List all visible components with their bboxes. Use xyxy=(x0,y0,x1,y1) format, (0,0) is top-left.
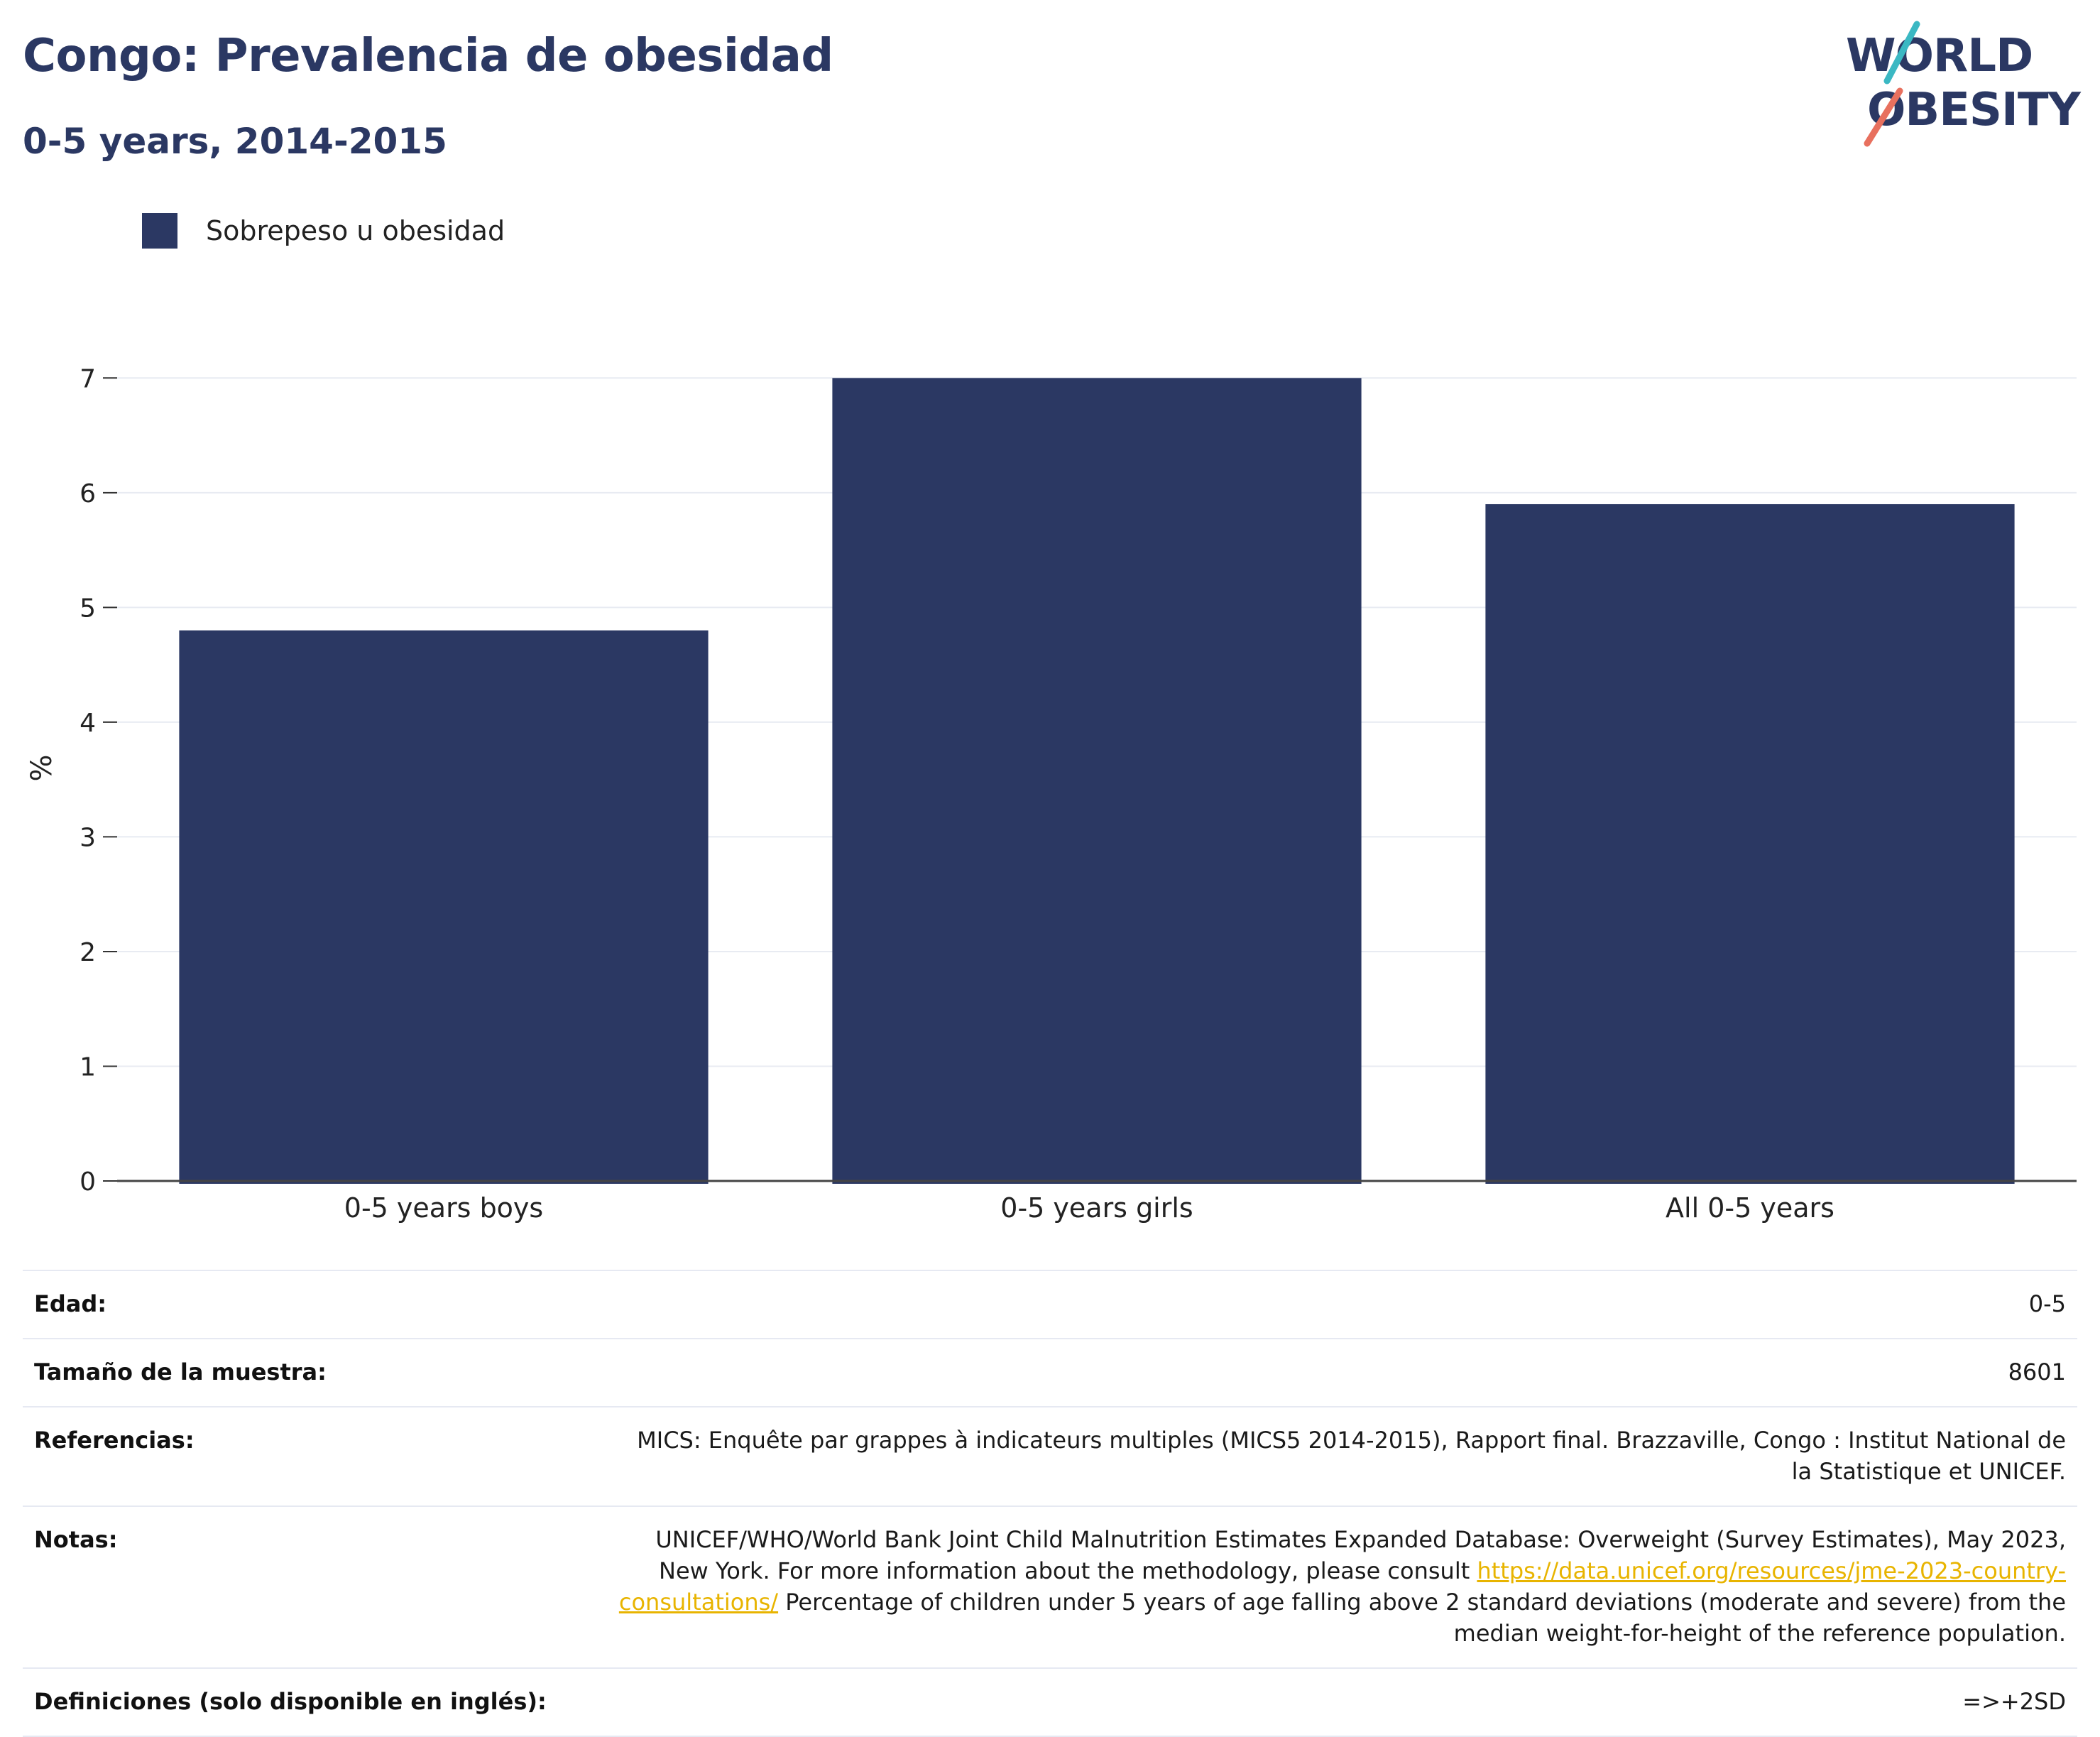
logo-coral-slash xyxy=(1864,87,1903,147)
info-value: =>+2SD xyxy=(1962,1688,2066,1715)
y-tick-label: 2 xyxy=(80,938,96,967)
y-tick-label: 0 xyxy=(80,1167,96,1197)
legend-label: Sobrepeso u obesidad xyxy=(206,215,505,246)
methodology-link[interactable]: https://data.unicef.org/resources/jme-20… xyxy=(618,1557,2066,1616)
x-tick-label: All 0-5 years xyxy=(1666,1192,1834,1224)
info-table: Edad: 0-5 Tamaño de la muestra: 8601 Referen… xyxy=(23,1270,2077,1737)
chart-legend: Sobrepeso u obesidad xyxy=(142,213,505,249)
y-axis-label: % xyxy=(26,754,58,781)
y-tick-label: 4 xyxy=(80,709,96,738)
logo-teal-slash xyxy=(1883,21,1920,85)
y-tick-label: 5 xyxy=(80,594,96,623)
bar xyxy=(832,378,1362,1184)
legend-swatch xyxy=(142,213,177,249)
logo-line2: OBESITY xyxy=(1867,84,2081,136)
y-tick-label: 1 xyxy=(80,1052,96,1082)
chart-subtitle: 0-5 years, 2014-2015 xyxy=(23,121,447,162)
world-obesity-logo: WORLD OBESITY xyxy=(1846,21,2087,149)
info-value: 0-5 xyxy=(2028,1290,2066,1317)
info-label: Definiciones (solo disponible en inglés)… xyxy=(34,1688,547,1715)
info-value-after: Percentage of children under 5 years of … xyxy=(778,1589,2066,1647)
info-value: 8601 xyxy=(2008,1358,2066,1385)
bar xyxy=(179,630,709,1184)
info-label: Referencias: xyxy=(34,1427,195,1454)
info-value-before: UNICEF/WHO/World Bank Joint Child Malnut… xyxy=(655,1526,2066,1584)
info-label: Notas: xyxy=(34,1526,118,1553)
y-tick-label: 7 xyxy=(80,364,96,393)
chart-title: Congo: Prevalencia de obesidad xyxy=(23,30,833,82)
x-tick-label: 0-5 years girls xyxy=(1000,1192,1193,1224)
bar-chart: 0 1 2 3 4 5 6 7% 0-5 years boys 0-5 years girls Al… xyxy=(26,364,2077,1224)
info-row: Edad: 0-5 xyxy=(23,1270,2077,1338)
info-row: Tamaño de la muestra: 8601 xyxy=(23,1338,2077,1406)
info-label: Tamaño de la muestra: xyxy=(34,1358,327,1385)
info-row: Notas: UNICEF/WHO/World Bank Joint Child … xyxy=(23,1505,2077,1667)
info-label: Edad: xyxy=(34,1290,107,1317)
bar xyxy=(1485,503,2015,1184)
y-tick-label: 6 xyxy=(80,479,96,508)
y-tick-label: 3 xyxy=(80,823,96,852)
logo-line1: WORLD xyxy=(1846,30,2033,82)
info-row: Definiciones (solo disponible en inglés)… xyxy=(23,1667,2077,1737)
info-value: MICS: Enquête par grappes à indicateurs … xyxy=(637,1427,2066,1485)
info-row: Referencias: MICS: Enquête par grappes à … xyxy=(23,1406,2077,1505)
x-tick-label: 0-5 years boys xyxy=(344,1192,543,1224)
info-value: UNICEF/WHO/World Bank Joint Child Malnut… xyxy=(611,1524,2066,1649)
